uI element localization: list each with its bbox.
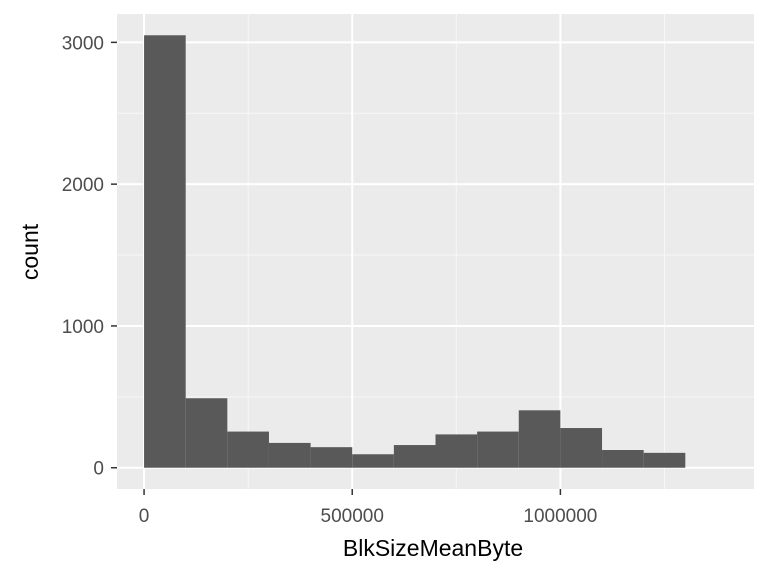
minor-gridlines [117, 14, 754, 489]
histogram-bar [268, 442, 311, 468]
histogram-bar [144, 35, 186, 468]
histogram-bar [352, 454, 394, 468]
histogram-bar [518, 410, 561, 468]
y-tick-label: 1000 [62, 317, 104, 338]
histogram-bar [393, 445, 436, 468]
histogram-bar [185, 398, 228, 468]
x-axis-title: BlkSizeMeanByte [343, 535, 523, 561]
histogram-bar [227, 431, 269, 468]
y-tick-label: 2000 [62, 175, 104, 196]
y-tick-label: 0 [93, 459, 104, 480]
histogram-bar [602, 450, 644, 468]
histogram-bar [310, 447, 353, 468]
x-tick-label: 500000 [321, 506, 384, 527]
y-tick-label: 3000 [62, 33, 104, 54]
y-axis-title: count [17, 223, 43, 280]
histogram-bars [144, 35, 686, 468]
x-tick-label: 0 [139, 506, 150, 527]
x-axis: 0 500000 1000000 [139, 489, 597, 527]
y-axis: 0 1000 2000 3000 [62, 33, 117, 480]
histogram-bar [560, 428, 603, 468]
histogram-bar [435, 434, 478, 468]
histogram-bar [477, 431, 519, 468]
histogram-bar [643, 452, 686, 468]
x-tick-label: 1000000 [523, 506, 597, 527]
